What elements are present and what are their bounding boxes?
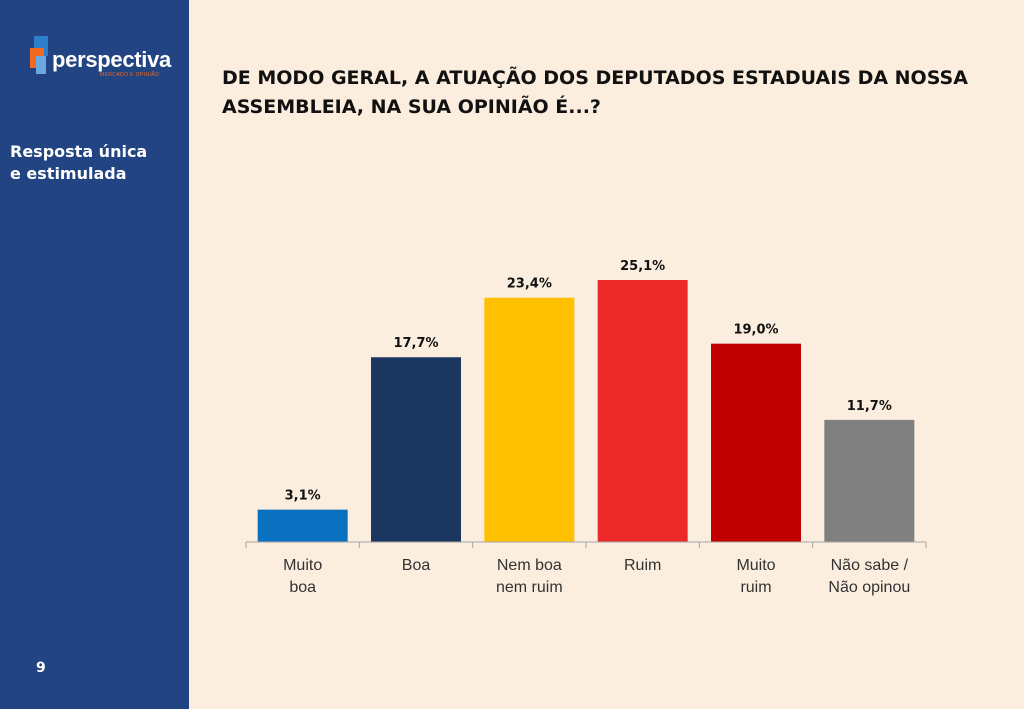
category-label: Nem boa xyxy=(497,557,562,574)
bar-value-label: 3,1% xyxy=(285,489,321,504)
bar-value-label: 23,4% xyxy=(507,277,552,292)
bar-value-label: 19,0% xyxy=(733,323,778,338)
category-label: Muito xyxy=(283,557,322,574)
x-axis-ticks xyxy=(245,542,927,548)
bar xyxy=(824,419,915,542)
category-label: Boa xyxy=(402,557,431,574)
category-label: ruim xyxy=(740,579,771,596)
category-label: nem ruim xyxy=(496,579,563,596)
category-labels: Muito boa Boa Nem boa nem ruim Ruim Muito ruim N… xyxy=(283,557,910,596)
category-label: boa xyxy=(289,579,316,596)
category-label: Não opinou xyxy=(828,579,910,596)
value-labels: 3,1% 17,7% 23,4% 25,1% 19,0% 11,7% xyxy=(285,259,892,504)
bar-value-label: 17,7% xyxy=(393,336,438,351)
slide-title: DE MODO GERAL, A ATUAÇÃO DOS DEPUTADOS E… xyxy=(222,67,968,118)
brand-logo: perspectiva MERCADO E OPINIÃO xyxy=(30,36,180,80)
category-label: Não sabe / xyxy=(831,557,909,574)
bar xyxy=(257,509,348,542)
bar-value-label: 25,1% xyxy=(620,259,665,274)
bar xyxy=(484,297,575,542)
category-label: Muito xyxy=(736,557,775,574)
response-type-caption: Resposta única e estimulada xyxy=(10,142,148,183)
logo-mark-icon xyxy=(30,36,48,74)
brand-name: perspectiva xyxy=(52,47,171,72)
bar xyxy=(711,343,801,542)
page-number: 9 xyxy=(36,660,46,676)
bar-value-label: 11,7% xyxy=(847,399,892,414)
bar xyxy=(371,357,461,542)
bar xyxy=(597,280,688,542)
brand-tagline: MERCADO E OPINIÃO xyxy=(100,72,160,78)
category-label: Ruim xyxy=(624,557,661,574)
sidebar: perspectiva MERCADO E OPINIÃO Resposta ú… xyxy=(0,0,189,709)
bars xyxy=(257,280,915,542)
